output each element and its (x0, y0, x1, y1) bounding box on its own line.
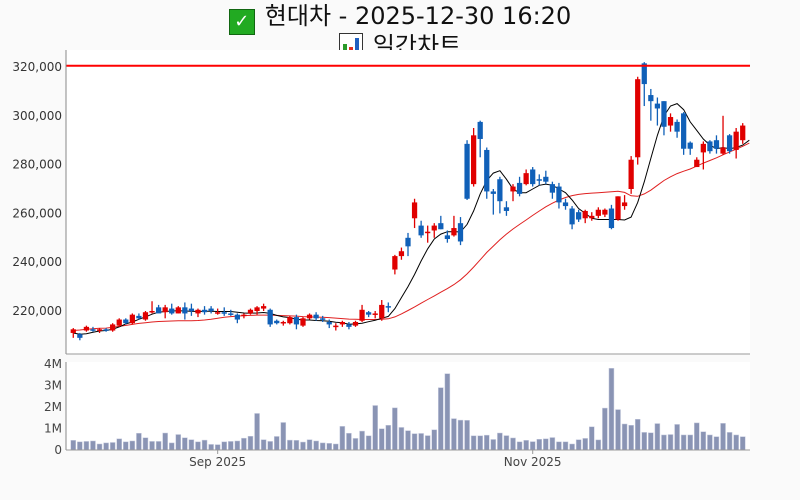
price-tick-label: 220,000 (12, 304, 62, 318)
volume-tick-label: 0 (54, 443, 62, 457)
y-axis-price: 220,000 240,000 260,000 280,000 300,000 320,0… (12, 60, 62, 318)
date-tick-label: Nov 2025 (504, 455, 562, 469)
volume-tick-label: 3M (44, 379, 62, 393)
candles (70, 62, 746, 341)
chart-title: ✓ 현대차 - 2025-12-30 16:20 (0, 0, 800, 35)
date-tick-label: Sep 2025 (189, 455, 246, 469)
chart-title-text: 현대차 - 2025-12-30 16:20 (264, 2, 572, 30)
check-icon: ✓ (228, 9, 255, 35)
volume-tick-label: 2M (44, 400, 62, 414)
volume-tick-label: 1M (44, 422, 62, 436)
price-tick-label: 300,000 (12, 109, 62, 123)
x-axis-dates: Sep 2025 Nov 2025 (189, 450, 562, 469)
y-axis-volume: 0 1M 2M 3M 4M (44, 357, 62, 457)
volume-bars (70, 368, 746, 451)
price-tick-label: 240,000 (12, 255, 62, 269)
price-plot-area (66, 50, 750, 354)
price-tick-label: 280,000 (12, 158, 62, 172)
moving-average-line (73, 142, 750, 331)
volume-tick-label: 4M (44, 357, 62, 371)
price-tick-label: 260,000 (12, 206, 62, 220)
price-tick-label: 320,000 (12, 60, 62, 74)
